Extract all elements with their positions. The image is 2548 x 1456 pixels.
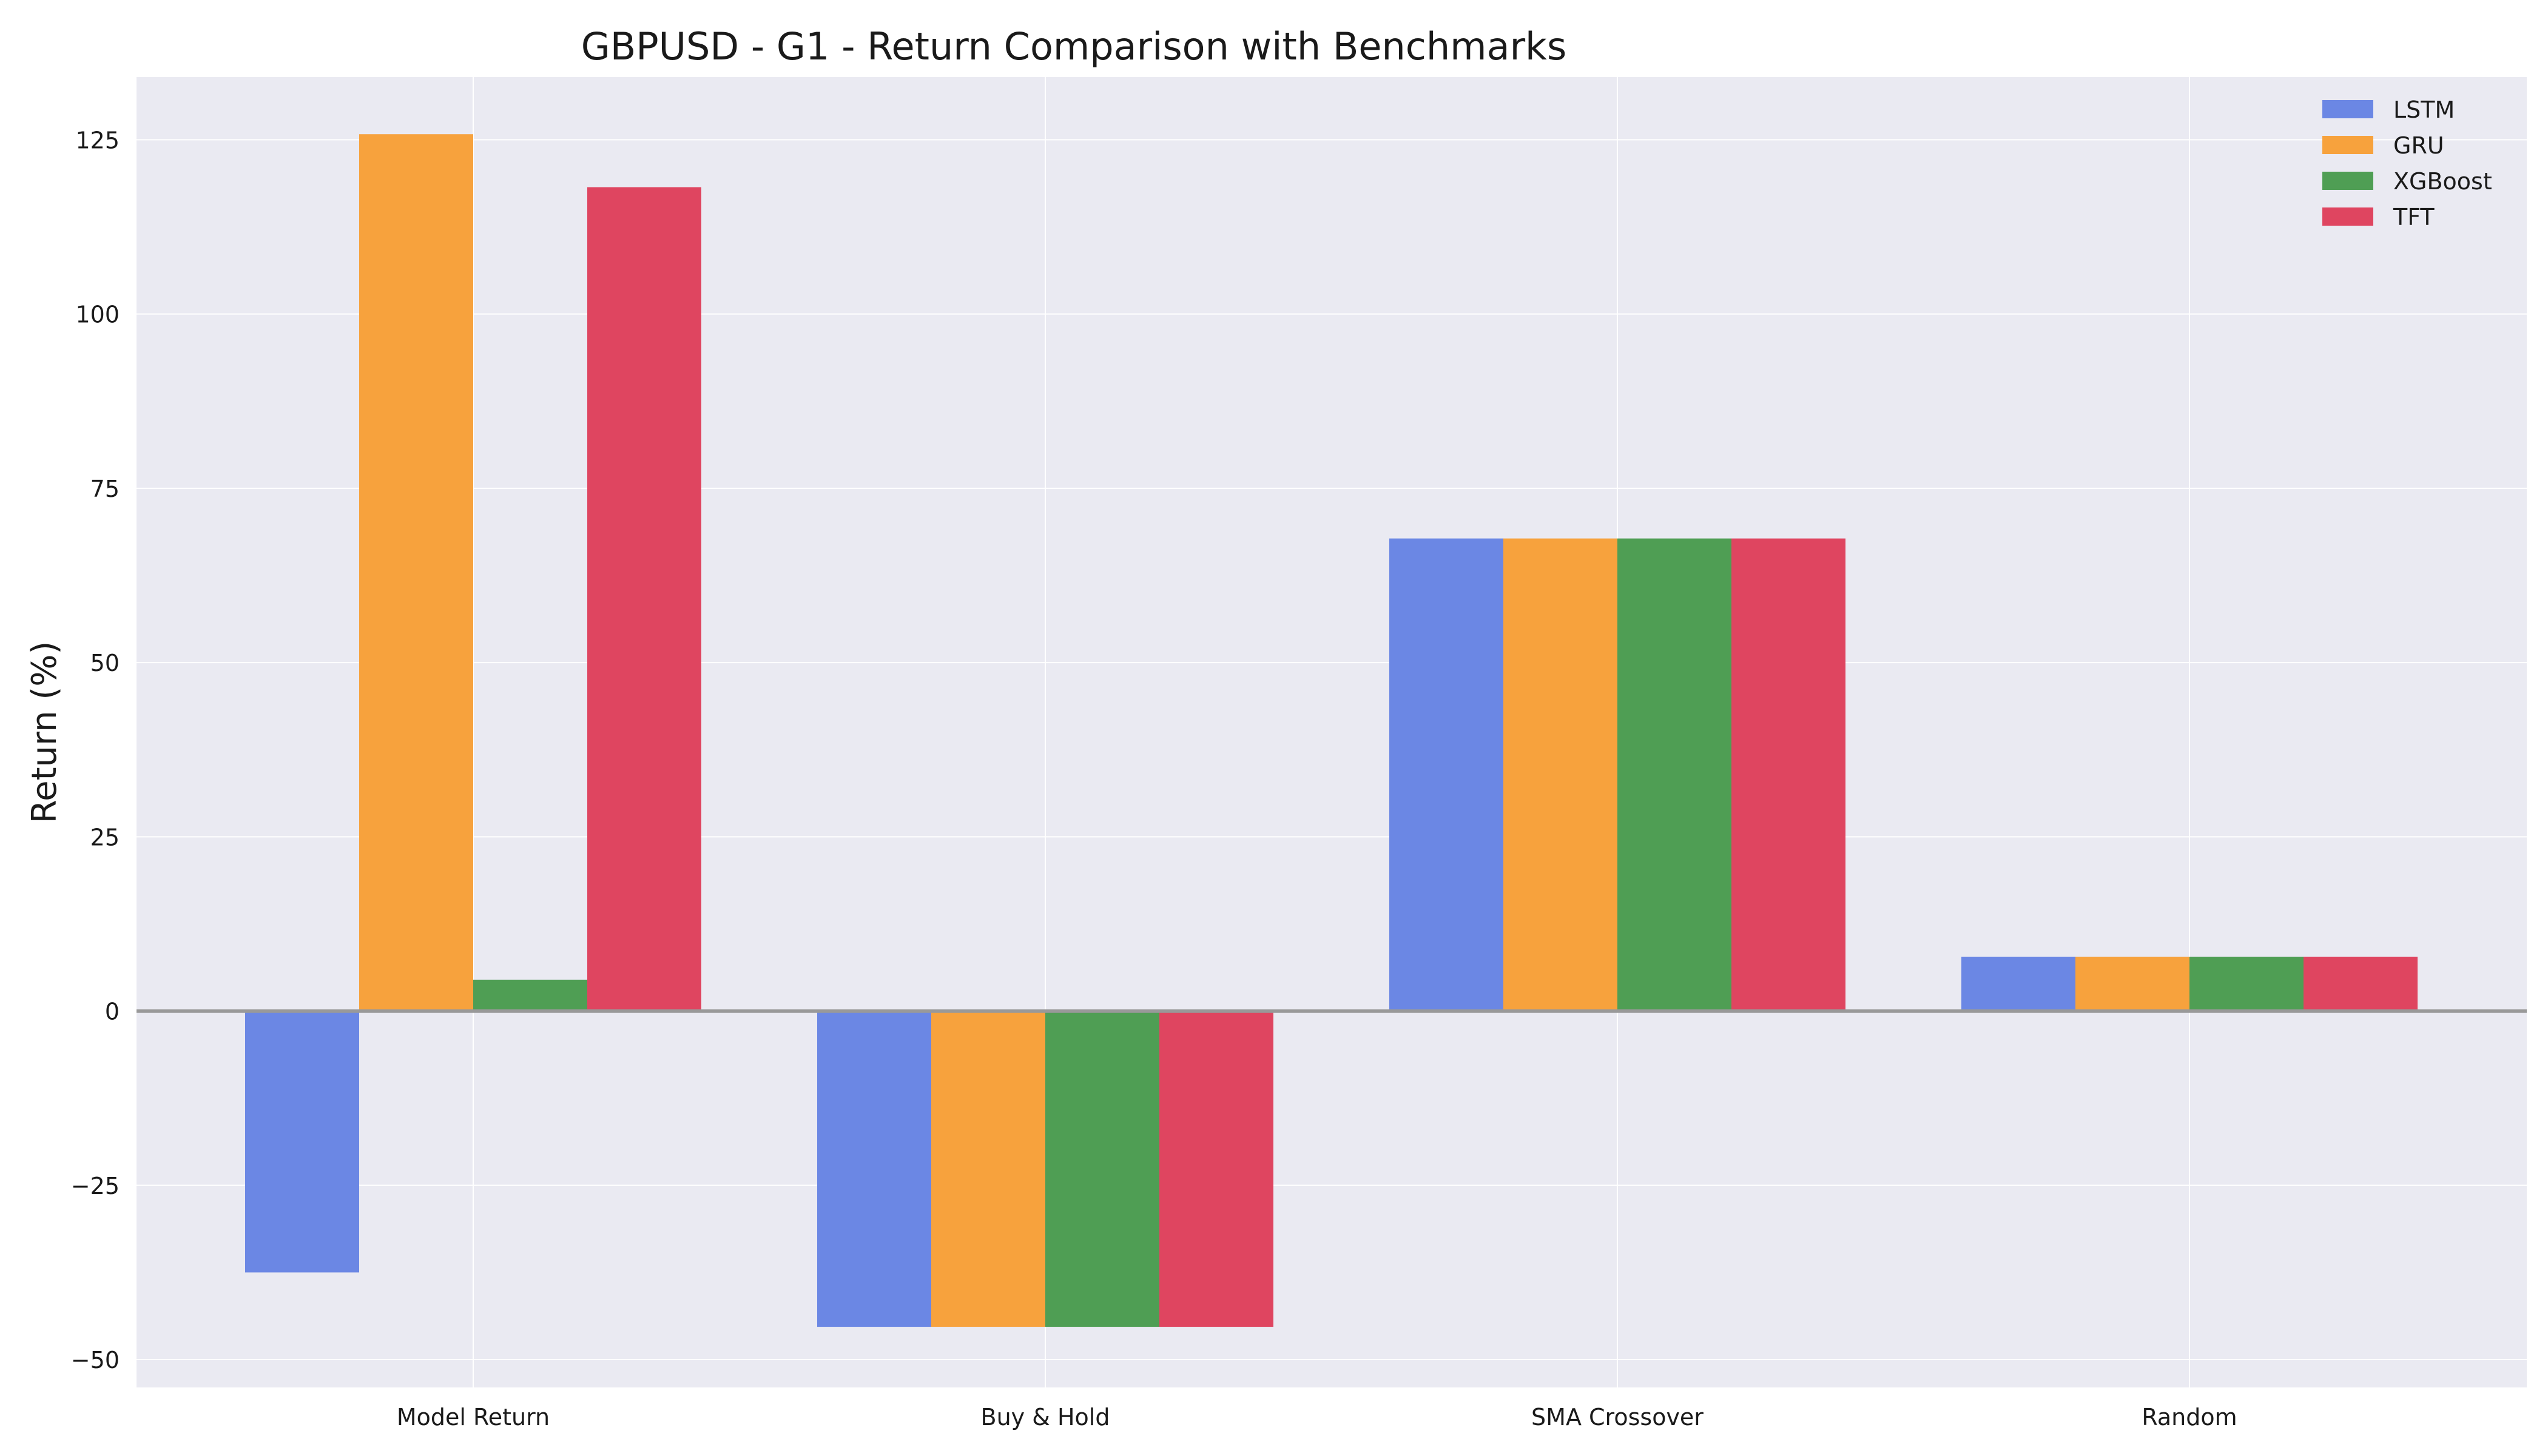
bar	[1389, 538, 1503, 1011]
legend-label: GRU	[2393, 132, 2444, 159]
legend-label: TFT	[2393, 204, 2435, 231]
y-tick-label: 125	[75, 127, 120, 153]
y-axis-ticks: −50 −25 0 25 50 75 100 125	[71, 127, 120, 1373]
bar	[2189, 956, 2304, 1011]
bar	[817, 1011, 931, 1327]
bars	[245, 134, 2418, 1327]
y-tick-label: 25	[90, 824, 120, 851]
legend-swatch	[2322, 172, 2373, 190]
bar	[359, 134, 473, 1011]
bar	[1961, 956, 2075, 1011]
legend-swatch	[2322, 136, 2373, 154]
bar	[1159, 1011, 1273, 1327]
plot-area	[136, 77, 2527, 1387]
bar	[1045, 1011, 1159, 1327]
bar	[245, 1011, 359, 1273]
legend: LSTM GRU XGBoost TFT	[2322, 96, 2492, 231]
bar	[2075, 956, 2189, 1011]
chart-title: GBPUSD - G1 - Return Comparison with Ben…	[581, 24, 1567, 69]
bar	[1617, 538, 1731, 1011]
bar	[931, 1011, 1045, 1327]
legend-swatch	[2322, 207, 2373, 226]
x-tick-label: Random	[2142, 1404, 2237, 1431]
bar	[587, 187, 701, 1011]
y-axis-label: Return (%)	[25, 641, 64, 824]
x-tick-label: SMA Crossover	[1531, 1404, 1704, 1431]
x-axis-ticks: Model Return Buy & Hold SMA Crossover Rando…	[397, 1404, 2237, 1431]
legend-label: LSTM	[2393, 96, 2455, 123]
bar	[473, 979, 587, 1011]
legend-label: XGBoost	[2393, 168, 2492, 195]
y-tick-label: −25	[71, 1173, 120, 1199]
legend-swatch	[2322, 100, 2373, 118]
y-tick-label: 0	[105, 999, 120, 1025]
x-tick-label: Buy & Hold	[981, 1404, 1110, 1431]
x-tick-label: Model Return	[397, 1404, 550, 1431]
bar	[2304, 956, 2418, 1011]
y-tick-label: 100	[75, 302, 120, 328]
y-tick-label: 50	[90, 650, 120, 676]
y-tick-label: −50	[71, 1347, 120, 1373]
y-tick-label: 75	[90, 476, 120, 502]
bar	[1503, 538, 1617, 1011]
bar	[1731, 538, 1845, 1011]
